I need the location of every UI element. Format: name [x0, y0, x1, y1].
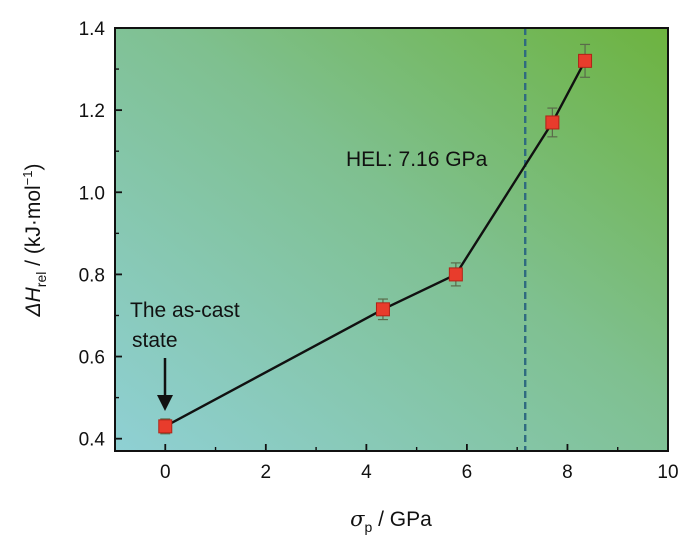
- as-cast-annotation-line1: The as-cast: [130, 299, 240, 322]
- data-point-3: [545, 115, 560, 130]
- data-point-0: [158, 419, 173, 434]
- data-point-2: [448, 267, 463, 282]
- y-tick-label-5: 1.4: [79, 19, 106, 40]
- x-axis-subscript: p: [365, 519, 373, 535]
- x-axis-unit: / GPa: [372, 508, 432, 531]
- x-axis-label: σp / GPa: [350, 507, 432, 535]
- x-tick-label-2: 4: [361, 462, 372, 483]
- hel-annotation: HEL: 7.16 GPa: [346, 148, 488, 171]
- x-tick-label-1: 2: [261, 462, 272, 483]
- x-axis: 0 2 4 6 8 10: [114, 444, 679, 483]
- data-point-1: [375, 302, 390, 317]
- data-point-4: [578, 53, 593, 68]
- y-tick-label-0: 0.4: [79, 430, 106, 451]
- y-axis-symbol: ΔH: [22, 286, 45, 317]
- y-axis: 0.4 0.6 0.8 1.0 1.2 1.4: [79, 19, 122, 451]
- x-tick-label-3: 6: [462, 462, 473, 483]
- y-axis-label: ΔHrel / (kJ·mol−1): [20, 164, 49, 318]
- y-axis-subscript: rel: [33, 272, 49, 288]
- plot-frame: [114, 27, 669, 452]
- y-tick-label-1: 0.6: [79, 348, 105, 369]
- y-tick-label-4: 1.2: [79, 101, 105, 122]
- x-tick-label-4: 8: [562, 462, 573, 483]
- plot-area-background: [115, 28, 668, 451]
- as-cast-arrow: [157, 358, 173, 411]
- y-axis-unit-superscript: −1: [20, 171, 35, 186]
- as-cast-annotation-line2: state: [132, 329, 178, 352]
- x-tick-label-0: 0: [160, 462, 171, 483]
- series-layer: [158, 43, 593, 435]
- y-tick-label-2: 0.8: [79, 265, 105, 286]
- y-axis-unit: / (kJ·mol: [22, 185, 45, 271]
- x-axis-symbol: σ: [350, 507, 365, 531]
- x-tick-label-5: 10: [657, 462, 678, 483]
- y-tick-label-3: 1.0: [79, 183, 105, 204]
- y-axis-unit-close: ): [22, 164, 45, 171]
